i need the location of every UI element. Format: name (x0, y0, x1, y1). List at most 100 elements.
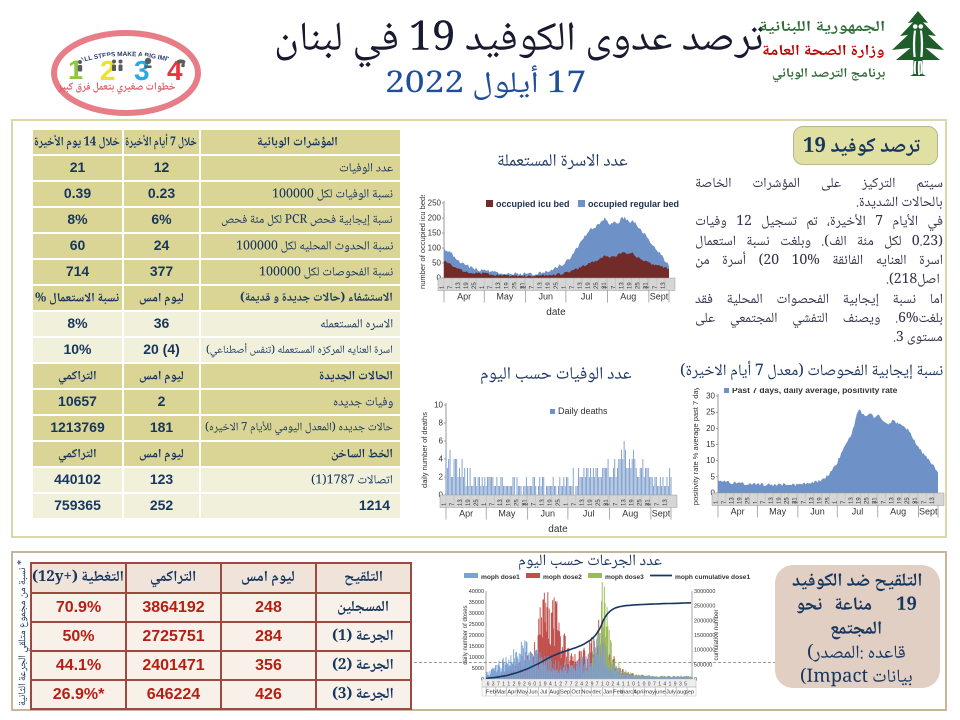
svg-text:7: 7 (882, 500, 888, 504)
svg-text:25: 25 (706, 408, 715, 417)
svg-text:19: 19 (588, 499, 594, 506)
svg-text:1: 1 (605, 502, 611, 506)
svg-text:0: 0 (533, 682, 536, 688)
svg-text:25: 25 (596, 499, 602, 506)
svg-text:9: 9 (544, 682, 547, 688)
svg-text:1: 1 (833, 500, 839, 504)
svg-text:31: 31 (520, 282, 526, 289)
svg-text:4: 4 (663, 682, 666, 688)
svg-text:4: 4 (439, 455, 444, 464)
svg-text:1: 1 (637, 682, 640, 688)
svg-text:9: 9 (674, 682, 677, 688)
svg-text:7: 7 (596, 682, 599, 688)
svg-text:10000: 10000 (469, 655, 484, 661)
svg-text:1: 1 (658, 682, 661, 688)
svg-text:7: 7 (488, 285, 494, 289)
svg-text:20000: 20000 (469, 633, 484, 639)
svg-text:2: 2 (585, 682, 588, 688)
svg-text:4: 4 (549, 682, 552, 688)
svg-text:9: 9 (591, 682, 594, 688)
svg-text:19: 19 (464, 282, 470, 289)
svg-text:Nov: Nov (581, 690, 591, 696)
svg-text:19: 19 (466, 499, 472, 506)
svg-text:7: 7 (761, 500, 767, 504)
svg-text:13: 13 (578, 282, 584, 289)
svg-text:13: 13 (538, 282, 544, 289)
svg-text:Aug: Aug (620, 292, 636, 302)
svg-text:march: march (620, 690, 636, 696)
svg-text:1: 1 (564, 502, 570, 506)
svg-text:Past 7 days, daily average, po: Past 7 days, daily average, positivity r… (732, 388, 898, 395)
svg-text:2: 2 (611, 682, 614, 688)
svg-text:7: 7 (922, 500, 928, 504)
svg-text:25: 25 (865, 497, 871, 504)
svg-text:Apr: Apr (731, 507, 745, 517)
svg-text:15000: 15000 (469, 644, 484, 650)
svg-text:Jul: Jul (852, 507, 864, 517)
svg-text:25000: 25000 (469, 622, 484, 628)
svg-text:7: 7 (841, 500, 847, 504)
svg-text:1: 1 (622, 682, 625, 688)
svg-text:7: 7 (530, 285, 536, 289)
svg-text:daily number of deaths: daily number of deaths (420, 412, 429, 488)
svg-text:13: 13 (458, 499, 464, 506)
svg-text:31: 31 (644, 282, 650, 289)
svg-text:date: date (546, 307, 566, 317)
svg-text:19: 19 (630, 499, 636, 506)
svg-text:1: 1 (440, 285, 446, 289)
svg-text:19: 19 (738, 497, 744, 504)
svg-text:Apr: Apr (507, 690, 516, 696)
svg-text:2: 2 (439, 473, 444, 482)
svg-text:7: 7 (448, 285, 454, 289)
svg-text:1: 1 (522, 285, 528, 289)
svg-text:moph dose1: moph dose1 (481, 574, 520, 581)
svg-text:13: 13 (620, 282, 626, 289)
svg-text:13: 13 (663, 499, 669, 506)
svg-text:0: 0 (643, 682, 646, 688)
svg-text:Jul: Jul (540, 690, 547, 696)
svg-text:13: 13 (622, 499, 628, 506)
svg-text:1: 1 (524, 502, 530, 506)
svg-text:19: 19 (897, 497, 903, 504)
svg-text:Jun: Jun (541, 509, 556, 519)
svg-text:2: 2 (513, 682, 516, 688)
svg-text:Apr: Apr (457, 292, 471, 302)
svg-text:250: 250 (428, 199, 442, 208)
svg-text:Feb: Feb (486, 690, 496, 696)
svg-text:35000: 35000 (469, 600, 484, 606)
svg-text:May: May (496, 292, 514, 302)
svg-text:3000000: 3000000 (694, 589, 715, 595)
svg-text:4: 4 (617, 682, 620, 688)
svg-text:13: 13 (769, 497, 775, 504)
svg-text:19: 19 (504, 282, 510, 289)
svg-text:30: 30 (706, 392, 715, 401)
svg-text:19: 19 (546, 282, 552, 289)
svg-text:Aug: Aug (549, 690, 559, 696)
svg-text:8: 8 (439, 419, 444, 428)
svg-text:10: 10 (434, 401, 443, 410)
svg-text:40000: 40000 (469, 589, 484, 595)
svg-text:500000: 500000 (694, 662, 712, 668)
svg-text:25: 25 (594, 282, 600, 289)
svg-text:50: 50 (432, 259, 441, 268)
svg-text:July: July (666, 690, 676, 696)
svg-text:7: 7 (570, 682, 573, 688)
svg-text:1: 1 (502, 682, 505, 688)
svg-text:25: 25 (825, 497, 831, 504)
svg-text:1: 1 (482, 502, 488, 506)
svg-text:7: 7 (722, 500, 728, 504)
svg-text:1: 1 (442, 502, 448, 506)
svg-text:5: 5 (684, 682, 687, 688)
svg-text:0: 0 (632, 682, 635, 688)
svg-text:25: 25 (556, 499, 562, 506)
svg-text:june: june (654, 690, 666, 696)
svg-text:Jun: Jun (539, 292, 554, 302)
svg-text:7: 7 (490, 502, 496, 506)
svg-text:0: 0 (606, 682, 609, 688)
svg-text:25: 25 (512, 282, 518, 289)
svg-text:Mar: Mar (496, 690, 506, 696)
svg-text:7: 7 (450, 502, 456, 506)
svg-text:moph dose3: moph dose3 (605, 574, 644, 581)
svg-text:1: 1 (794, 500, 800, 504)
svg-text:1: 1 (554, 682, 557, 688)
